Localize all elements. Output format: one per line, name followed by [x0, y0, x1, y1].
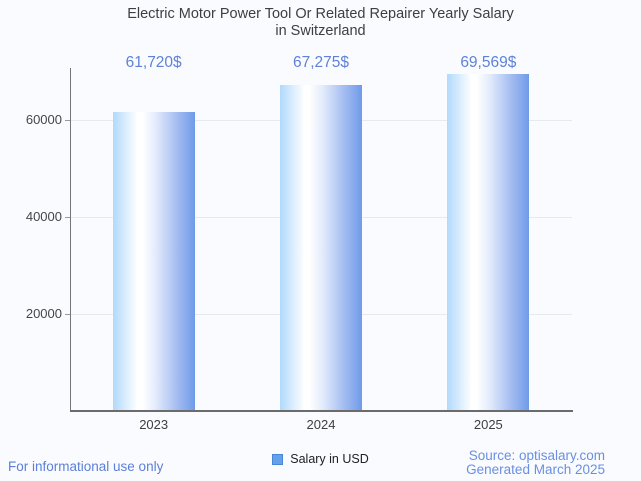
chart-title-line1: Electric Motor Power Tool Or Related Rep…	[127, 6, 514, 22]
legend: Salary in USD	[0, 452, 641, 466]
bar-2023[interactable]	[112, 111, 195, 410]
x-tick-label-2024: 2024	[306, 417, 336, 432]
source-link[interactable]: Source: optisalary.com	[468, 448, 605, 463]
y-tick-label-60000: 60000	[25, 112, 62, 127]
x-axis-line	[70, 410, 573, 412]
chart-title: Electric Motor Power Tool Or Related Rep…	[0, 6, 641, 40]
y-tick-label-40000: 40000	[25, 209, 62, 224]
source-block: Source: optisalary.com Generated March 2…	[466, 449, 605, 476]
x-tick-label-2023: 2023	[139, 417, 169, 432]
bar-2025[interactable]	[447, 73, 530, 410]
y-tick-40000	[65, 217, 70, 218]
legend-label: Salary in USD	[290, 452, 369, 466]
bar-value-label-2023: 61,720$	[125, 54, 182, 71]
bar-value-label-2024: 67,275$	[292, 54, 350, 71]
y-tick-60000	[65, 120, 70, 121]
legend-swatch-icon	[272, 453, 284, 465]
x-tick-label-2025: 2025	[473, 417, 503, 432]
generated-date: Generated March 2025	[466, 461, 605, 477]
chart-title-line2: in Switzerland	[275, 23, 366, 39]
y-tick-label-20000: 20000	[25, 306, 62, 321]
bar-2024[interactable]	[280, 84, 362, 410]
disclaimer-text: For informational use only	[8, 459, 164, 474]
y-tick-20000	[65, 314, 70, 315]
bar-value-label-2025: 69,569$	[460, 54, 517, 71]
y-axis-line	[70, 68, 71, 411]
